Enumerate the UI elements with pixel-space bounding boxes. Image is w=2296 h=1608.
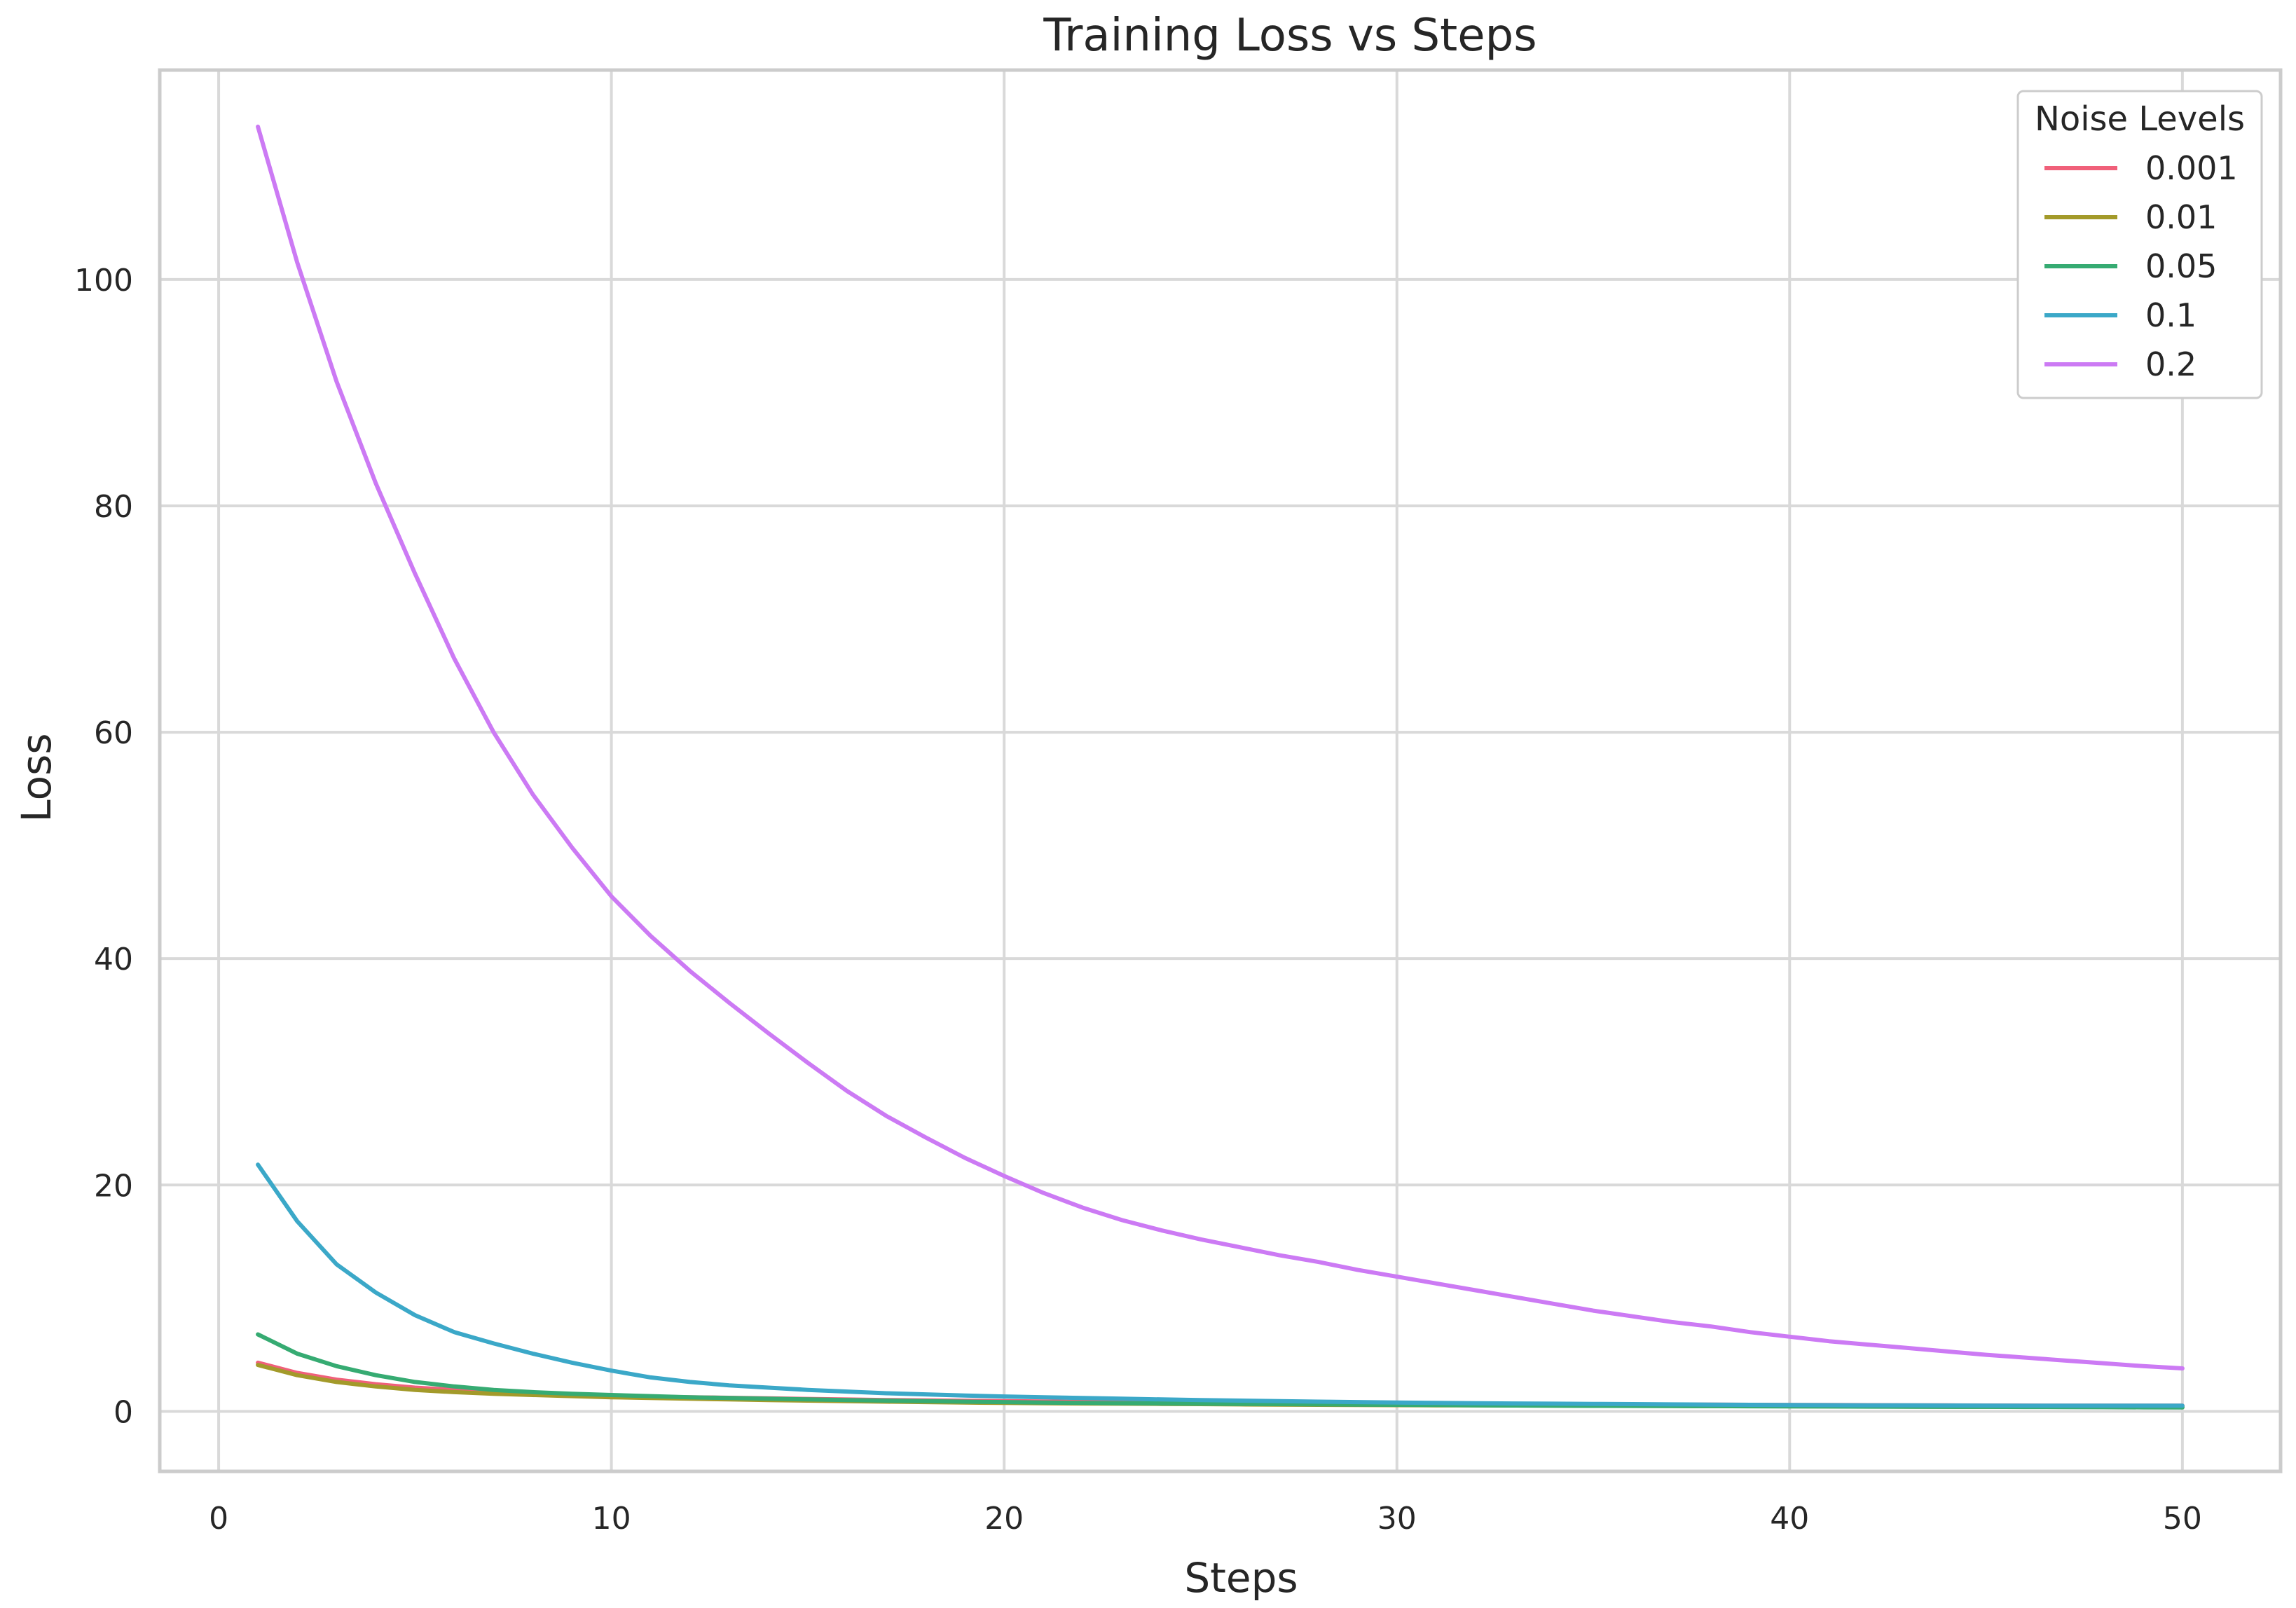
x-tick-label: 30 [1377, 1501, 1417, 1537]
legend-label-0.001: 0.001 [2145, 149, 2238, 187]
x-tick-label: 40 [1770, 1501, 1809, 1537]
x-tick-label: 0 [209, 1501, 228, 1537]
y-tick-label: 40 [94, 942, 133, 977]
x-tick-label: 10 [592, 1501, 631, 1537]
y-tick-label: 80 [94, 489, 133, 525]
y-tick-label: 100 [74, 263, 133, 298]
chart-title: Training Loss vs Steps [1043, 10, 1537, 62]
legend-label-0.1: 0.1 [2145, 296, 2197, 334]
legend-title: Noise Levels [2035, 99, 2245, 139]
y-tick-label: 0 [114, 1394, 133, 1430]
x-tick-labels: 0 10 20 30 40 50 [209, 1501, 2202, 1537]
y-tick-label: 60 [94, 715, 133, 751]
series-lines [256, 124, 2185, 1410]
x-axis-label: Steps [1184, 1554, 1298, 1602]
legend-items: 0.001 0.01 0.05 0.1 0.2 [2044, 149, 2238, 383]
legend: Noise Levels 0.001 0.01 0.05 0.1 0.2 [2016, 90, 2263, 399]
plot-frame [158, 68, 2283, 1473]
y-tick-labels: 0 20 40 60 80 100 [74, 263, 133, 1431]
series-line-0.1 [256, 1162, 2185, 1408]
x-tick-label: 50 [2163, 1501, 2202, 1537]
x-tick-label: 20 [984, 1501, 1024, 1537]
legend-label-0.2: 0.2 [2145, 345, 2197, 383]
legend-label-0.05: 0.05 [2145, 247, 2217, 285]
y-axis-label: Loss [13, 733, 60, 822]
legend-label-0.01: 0.01 [2145, 198, 2217, 236]
y-tick-label: 20 [94, 1168, 133, 1204]
series-line-0.2 [256, 124, 2185, 1370]
grid [160, 70, 2281, 1471]
